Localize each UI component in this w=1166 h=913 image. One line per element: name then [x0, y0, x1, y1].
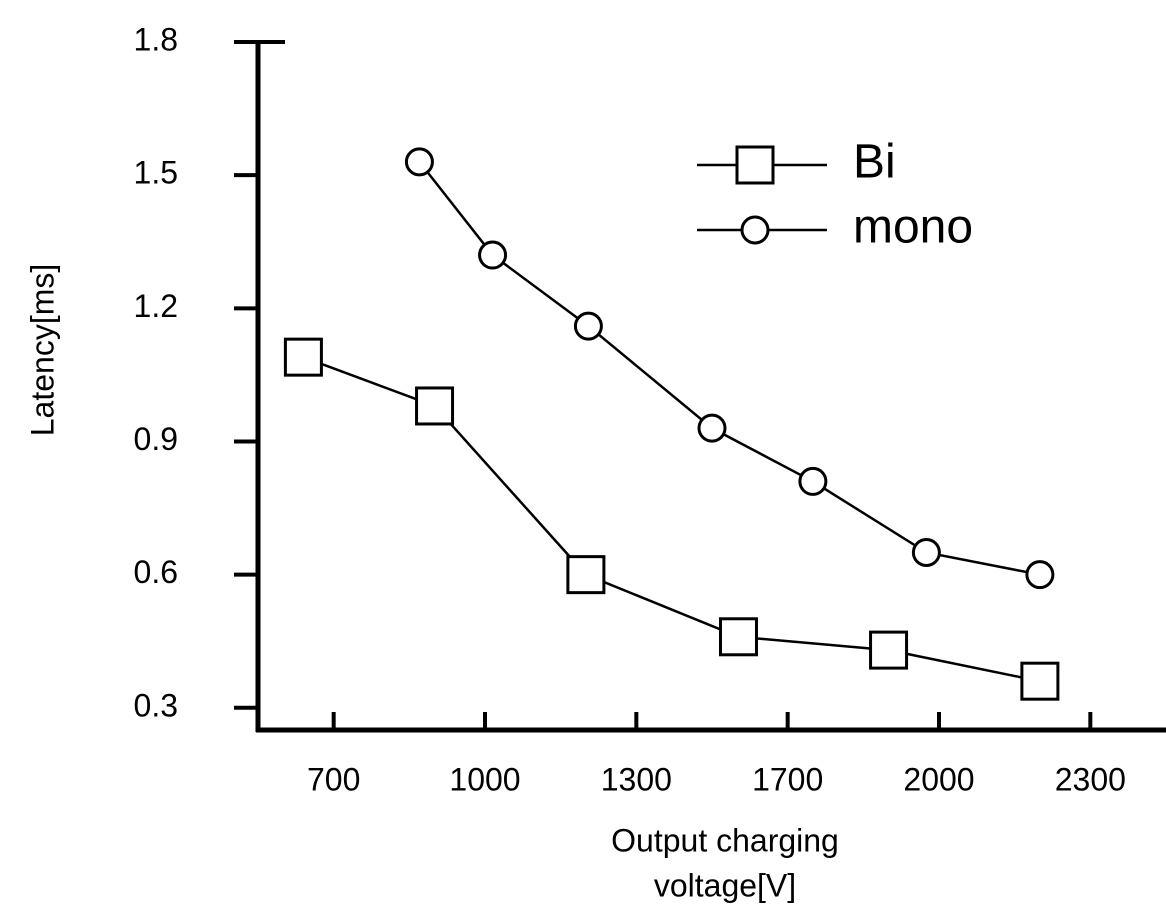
data-point — [697, 413, 727, 443]
data-point — [573, 311, 603, 341]
data-point — [718, 617, 758, 657]
y-axis-title: Latency[ms] — [24, 264, 60, 437]
data-point — [283, 337, 323, 377]
data-point — [869, 630, 909, 670]
data-point — [798, 466, 828, 496]
y-tick-label: 0.3 — [134, 687, 178, 723]
data-point — [404, 147, 434, 177]
x-tick-label: 2300 — [1055, 761, 1126, 797]
x-axis-title: voltage[V] — [654, 867, 796, 903]
data-point — [911, 537, 941, 567]
data-point — [1025, 560, 1055, 590]
series-line — [302, 355, 1041, 683]
legend-label: mono — [853, 201, 973, 254]
y-tick-label: 0.9 — [134, 421, 178, 457]
x-axis-title: Output charging — [611, 822, 839, 858]
y-tick-label: 0.6 — [134, 554, 178, 590]
data-point — [566, 555, 606, 595]
legend-label: Bi — [853, 136, 896, 189]
legend-marker — [740, 215, 770, 245]
y-tick-label: 1.8 — [134, 21, 178, 57]
data-point — [1020, 661, 1060, 701]
x-tick-label: 700 — [307, 761, 360, 797]
y-tick-label: 1.2 — [134, 288, 178, 324]
data-point — [415, 386, 455, 426]
legend-marker — [735, 145, 775, 185]
x-tick-label: 1300 — [601, 761, 672, 797]
data-point — [478, 240, 508, 270]
y-tick-label: 1.5 — [134, 155, 178, 191]
x-tick-label: 1000 — [449, 761, 520, 797]
x-tick-label: 2000 — [903, 761, 974, 797]
x-tick-label: 1700 — [752, 761, 823, 797]
